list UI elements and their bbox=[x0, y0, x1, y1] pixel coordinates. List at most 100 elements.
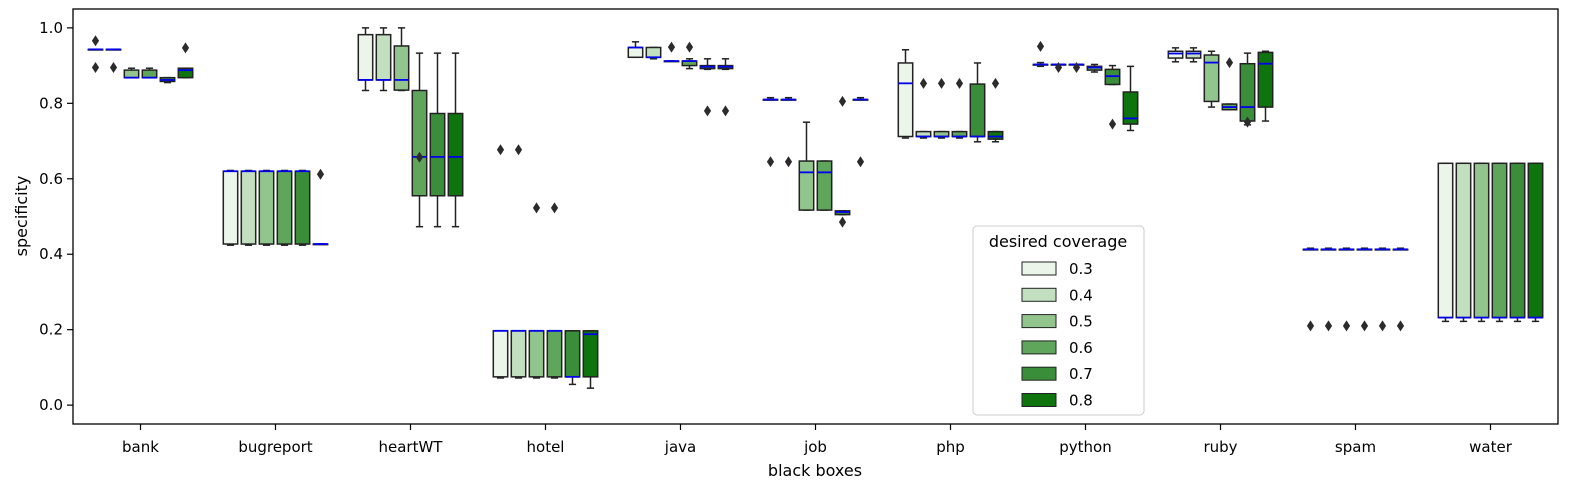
box-java-0.4 bbox=[645, 46, 662, 60]
outlier-point bbox=[532, 202, 541, 214]
box-java-0.6 bbox=[681, 41, 698, 70]
outlier-point bbox=[703, 105, 712, 117]
plot-frame bbox=[72, 8, 1559, 425]
box-body bbox=[798, 160, 815, 211]
box-body bbox=[969, 83, 986, 138]
box-body bbox=[393, 45, 410, 91]
outlier-point bbox=[181, 42, 190, 54]
box-body bbox=[510, 330, 527, 378]
x-axis-title: black boxes bbox=[768, 461, 862, 480]
outlier-point bbox=[838, 216, 847, 228]
box-body bbox=[240, 170, 257, 245]
box-body bbox=[1491, 162, 1508, 319]
y-tick-label: 0.2 bbox=[39, 321, 63, 339]
box-bugreport-0.5 bbox=[258, 169, 275, 246]
box-body bbox=[447, 112, 464, 197]
outlier-point bbox=[1108, 118, 1117, 130]
box-water-0.8 bbox=[1527, 162, 1544, 323]
outlier-point bbox=[1036, 40, 1045, 52]
x-tick-label: python bbox=[1059, 438, 1111, 456]
outlier-point bbox=[667, 41, 676, 53]
x-tick-label: water bbox=[1469, 438, 1513, 456]
legend-item-0.4: 0.4 bbox=[1021, 286, 1093, 304]
box-python-0.5 bbox=[1068, 61, 1085, 73]
box-python-0.8 bbox=[1122, 65, 1139, 132]
x-axis: bank bugreport heartWT hotel java job php pytho… bbox=[122, 424, 1513, 456]
box-bugreport-0.8 bbox=[312, 168, 329, 246]
x-tick-label: spam bbox=[1335, 438, 1376, 456]
legend-item-0.7: 0.7 bbox=[1021, 365, 1093, 383]
outlier-point bbox=[514, 144, 523, 156]
box-body bbox=[1437, 162, 1454, 319]
box-body bbox=[645, 46, 662, 59]
box-python-0.3 bbox=[1032, 40, 1049, 68]
outlier-point bbox=[937, 77, 946, 89]
box-body bbox=[357, 33, 374, 81]
box-body bbox=[1239, 62, 1256, 122]
box-ruby-0.8 bbox=[1257, 50, 1274, 122]
box-body bbox=[123, 69, 140, 79]
legend-label: 0.5 bbox=[1069, 313, 1093, 331]
box-bank-0.4 bbox=[105, 48, 122, 73]
box-job-0.8 bbox=[852, 96, 869, 168]
box-bugreport-0.4 bbox=[240, 169, 257, 246]
outlier-point bbox=[550, 202, 559, 214]
box-body bbox=[987, 130, 1004, 140]
legend-label: 0.7 bbox=[1069, 365, 1093, 383]
outlier-point bbox=[316, 168, 325, 180]
box-hotel-0.5 bbox=[528, 202, 545, 379]
box-body bbox=[294, 170, 311, 245]
outlier-point bbox=[784, 156, 793, 168]
legend-label: 0.6 bbox=[1069, 339, 1093, 357]
box-body bbox=[222, 170, 239, 245]
box-body bbox=[564, 330, 581, 378]
box-body bbox=[375, 33, 392, 81]
legend-swatch bbox=[1021, 261, 1057, 276]
box-body bbox=[1185, 50, 1202, 59]
box-job-0.3 bbox=[762, 96, 779, 168]
y-tick-label: 0.4 bbox=[39, 245, 63, 263]
box-spam-0.3 bbox=[1302, 247, 1319, 332]
outlier-point bbox=[1396, 320, 1405, 332]
box-heartWT-0.3 bbox=[357, 27, 374, 92]
outlier-point bbox=[1225, 57, 1234, 69]
outlier-point bbox=[838, 95, 847, 107]
box-body bbox=[816, 160, 833, 211]
outlier-point bbox=[955, 77, 964, 89]
box-bank-0.7 bbox=[159, 76, 176, 84]
legend-item-0.5: 0.5 bbox=[1021, 313, 1093, 331]
box-body bbox=[1203, 54, 1220, 103]
box-body bbox=[1473, 162, 1490, 319]
box-body bbox=[1167, 50, 1184, 59]
box-python-0.6 bbox=[1086, 63, 1103, 73]
box-ruby-0.6 bbox=[1221, 57, 1238, 111]
legend-swatch bbox=[1021, 340, 1057, 355]
box-job-0.7 bbox=[834, 95, 851, 228]
legend-item-0.6: 0.6 bbox=[1021, 339, 1093, 357]
x-tick-label: hotel bbox=[527, 438, 565, 456]
legend-item-0.8: 0.8 bbox=[1021, 392, 1093, 410]
box-heartWT-0.5 bbox=[393, 27, 410, 92]
box-bugreport-0.6 bbox=[276, 169, 293, 246]
outlier-point bbox=[1072, 61, 1081, 73]
outlier-point bbox=[415, 151, 424, 163]
box-body bbox=[492, 330, 509, 378]
box-body bbox=[897, 62, 914, 138]
box-java-0.5 bbox=[663, 41, 680, 63]
legend-swatch bbox=[1021, 366, 1057, 381]
outlier-point bbox=[766, 156, 775, 168]
box-water-0.4 bbox=[1455, 162, 1472, 323]
box-php-0.5 bbox=[933, 77, 950, 139]
box-spam-0.4 bbox=[1320, 247, 1337, 332]
box-spam-0.6 bbox=[1356, 247, 1373, 332]
outlier-point bbox=[1243, 116, 1252, 128]
box-php-0.6 bbox=[951, 77, 968, 139]
box-python-0.7 bbox=[1104, 64, 1121, 130]
box-bank-0.3 bbox=[87, 35, 104, 73]
box-bank-0.6 bbox=[141, 67, 158, 79]
legend-swatch bbox=[1021, 287, 1057, 302]
box-water-0.5 bbox=[1473, 162, 1490, 323]
box-ruby-0.7 bbox=[1239, 52, 1256, 128]
box-heartWT-0.4 bbox=[375, 27, 392, 92]
box-bank-0.5 bbox=[123, 67, 140, 79]
